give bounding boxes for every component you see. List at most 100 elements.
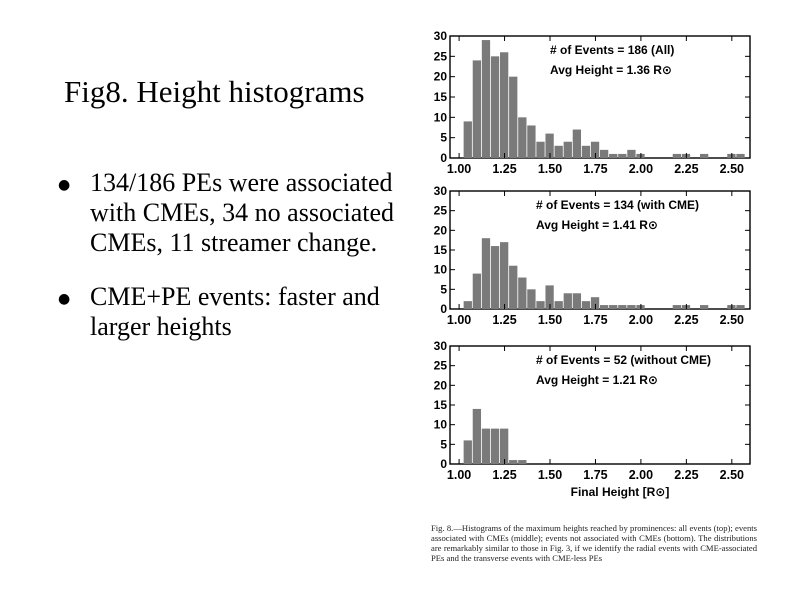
histogram-bar	[700, 153, 709, 158]
x-tick-label: 1.50	[538, 468, 562, 482]
y-tick-label: 25	[434, 49, 448, 63]
bullet-item: ● 134/186 PEs were associated with CMEs,…	[58, 168, 408, 258]
y-tick-label: 20	[434, 223, 448, 237]
histogram-bar	[618, 305, 627, 309]
slide-title: Fig8. Height histograms	[64, 74, 365, 109]
histogram-bar	[545, 133, 554, 158]
histogram-bar	[527, 289, 536, 309]
histogram-bar	[672, 153, 682, 158]
histogram-bar	[518, 117, 527, 158]
y-tick-label: 20	[434, 378, 448, 392]
histogram-bar	[527, 125, 536, 158]
x-tick-label: 1.00	[447, 313, 471, 327]
histogram-bar	[700, 305, 709, 309]
y-tick-label: 5	[440, 282, 447, 296]
panel-annotation: # of Events = 134 (with CME)	[536, 198, 699, 212]
x-tick-label: 2.25	[674, 468, 698, 482]
y-tick-label: 0	[440, 302, 447, 316]
x-tick-label: 1.75	[583, 162, 607, 176]
y-tick-label: 30	[434, 339, 448, 353]
y-tick-label: 0	[440, 457, 447, 471]
y-tick-label: 20	[434, 70, 448, 84]
figure-caption: Fig. 8.—Histograms of the maximum height…	[431, 523, 757, 563]
histogram-bar	[481, 238, 491, 309]
histogram-bar	[600, 305, 609, 309]
x-tick-label: 1.25	[492, 468, 516, 482]
histogram-figure: 0 5 10 15 20 25 30 1.00 1.25 1.50 1.75 2.00 2.25 2.50…	[434, 29, 751, 499]
histogram-bar	[509, 76, 518, 158]
histogram-bar	[572, 293, 582, 309]
histogram-bar	[500, 242, 509, 309]
bullet-item: ● CME+PE events: faster and larger heigh…	[58, 282, 408, 342]
histogram-bar	[590, 297, 600, 309]
bullet-text: CME+PE events: faster and larger heights	[90, 282, 380, 341]
y-tick-label: 10	[434, 263, 448, 277]
histogram-bar	[518, 460, 527, 464]
histogram-bar	[563, 293, 572, 309]
histogram-bar	[518, 277, 527, 309]
y-tick-label: 30	[434, 184, 448, 198]
x-tick-label: 1.75	[583, 313, 607, 327]
x-tick-label: 1.75	[583, 468, 607, 482]
histogram-bar	[609, 305, 618, 309]
histogram-bar	[590, 141, 600, 158]
x-tick-label: 2.25	[674, 313, 698, 327]
histogram-bar	[509, 460, 518, 464]
histogram-bar	[481, 40, 491, 158]
bullet-text: 134/186 PEs were associated with CMEs, 3…	[90, 168, 395, 257]
y-tick-label: 5	[440, 131, 447, 145]
histogram-bar	[472, 408, 482, 464]
histogram-bar	[472, 273, 482, 309]
histogram-bar	[500, 428, 509, 464]
y-tick-label: 0	[440, 151, 447, 165]
x-tick-label: 2.00	[629, 313, 653, 327]
x-tick-label: 2.50	[720, 468, 744, 482]
panel-annotation: Avg Height = 1.36 R⊙	[550, 63, 672, 77]
x-tick-label: 1.25	[492, 313, 516, 327]
histogram-bar	[581, 145, 591, 158]
y-tick-label: 25	[434, 204, 448, 218]
histogram-bar	[536, 141, 545, 158]
histogram-bar	[600, 149, 609, 158]
panel-annotation: Avg Height = 1.41 R⊙	[536, 218, 658, 232]
x-tick-label: 1.50	[538, 162, 562, 176]
panel-annotation: # of Events = 52 (without CME)	[536, 353, 711, 367]
panel-annotation: # of Events = 186 (All)	[550, 43, 674, 57]
y-tick-label: 10	[434, 110, 448, 124]
histogram-bar	[490, 428, 500, 464]
y-tick-label: 10	[434, 418, 448, 432]
x-axis-label: Final Height [R⊙]	[571, 485, 670, 499]
x-tick-label: 1.50	[538, 313, 562, 327]
histogram-bar	[609, 153, 618, 158]
histogram-bar	[490, 246, 500, 309]
histogram-bar	[618, 153, 627, 158]
histogram-bar	[672, 305, 682, 309]
y-tick-label: 30	[434, 29, 448, 43]
histogram-bar	[536, 301, 545, 309]
x-tick-label: 1.25	[492, 162, 516, 176]
panel-annotation: Avg Height = 1.21 R⊙	[536, 373, 658, 387]
histogram-bar	[490, 56, 500, 158]
y-tick-label: 15	[434, 90, 448, 104]
x-tick-label: 2.50	[720, 313, 744, 327]
histogram-bar	[627, 149, 636, 158]
histogram-bar	[581, 301, 591, 309]
bullet-dot-icon: ●	[58, 177, 71, 193]
x-tick-label: 2.25	[674, 162, 698, 176]
x-tick-label: 2.50	[720, 162, 744, 176]
histogram-bar	[736, 153, 745, 158]
histogram-bar	[563, 141, 572, 158]
histogram-bar	[481, 428, 491, 464]
histogram-bar	[736, 305, 745, 309]
histogram-bar	[509, 265, 518, 309]
y-tick-label: 25	[434, 359, 448, 373]
y-tick-label: 5	[440, 437, 447, 451]
x-tick-label: 2.00	[629, 468, 653, 482]
y-tick-label: 15	[434, 398, 448, 412]
histogram-bar	[472, 60, 482, 158]
histogram-bar	[554, 145, 563, 158]
x-tick-label: 1.00	[447, 468, 471, 482]
bullet-dot-icon: ●	[58, 291, 71, 307]
x-tick-label: 1.00	[447, 162, 471, 176]
bullet-list: ● 134/186 PEs were associated with CMEs,…	[58, 168, 408, 366]
